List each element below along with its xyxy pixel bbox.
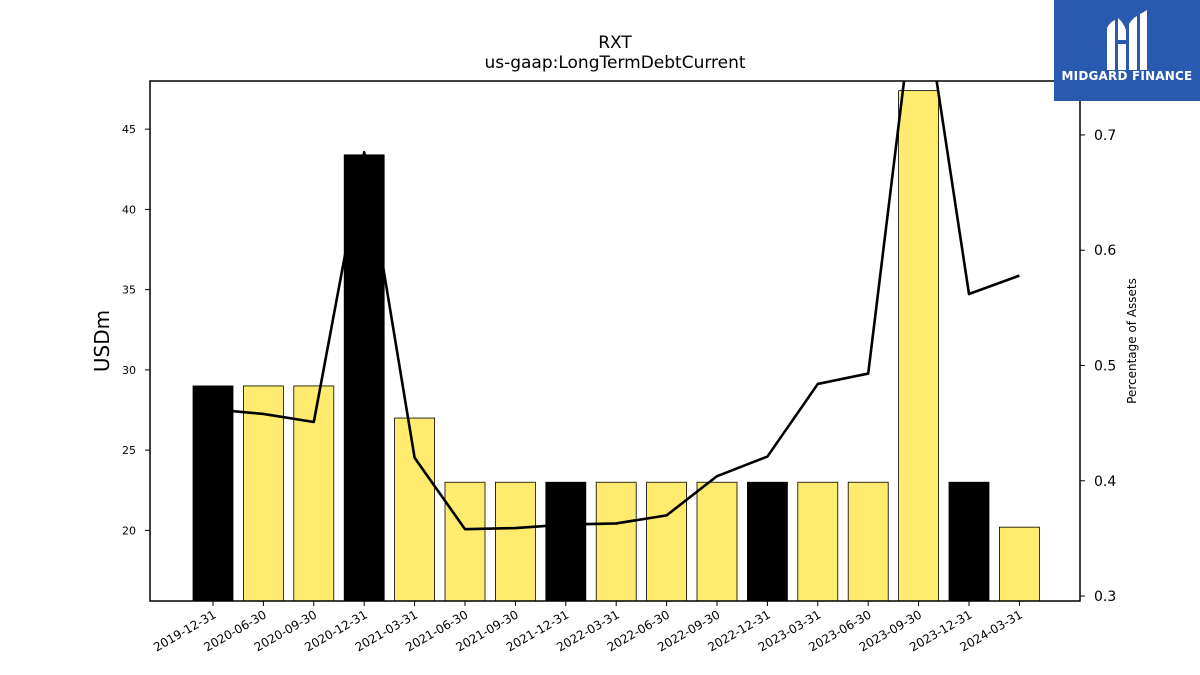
brand-logo: MIDGARD FINANCE [1054,0,1200,101]
y2-tick-label-0.3: 0.3 [1094,589,1116,605]
bar-2020-06-30 [242,385,284,602]
brand-name: MIDGARD FINANCE [1061,69,1193,83]
y2-tick-label-0.6: 0.6 [1094,243,1116,259]
y-axis-left: 20 25 30 35 40 45 [122,123,150,537]
y-tick-label-40: 40 [122,203,136,216]
bar-2023-12-31 [948,481,990,602]
bar-2022-06-30 [646,481,687,602]
bar-2021-06-30 [444,481,486,602]
y-tick-label-20: 20 [122,524,136,537]
x-axis: 2019-12-312020-06-302020-09-302020-12-31… [151,601,1025,654]
bar-2022-12-31 [747,481,788,602]
y-axis-label-right: Percentage of Assets [1125,278,1139,404]
bar-2023-06-30 [847,481,889,602]
plot-frame [149,80,1081,602]
y-tick-label-45: 45 [122,123,136,136]
bar-group [192,90,1040,602]
y-tick-label-30: 30 [122,364,136,377]
bar-2024-03-31 [999,526,1040,602]
y2-tick-label-0.5: 0.5 [1094,358,1116,374]
midgard-logo-icon [1107,10,1147,70]
y-tick-label-25: 25 [122,444,136,457]
bar-2022-09-30 [696,481,738,602]
bar-2023-03-31 [797,481,839,602]
bar-2021-03-31 [394,417,436,602]
y-tick-label-35: 35 [122,284,136,297]
percentage-of-assets-line [212,81,1020,531]
chart-title: RXT [598,33,632,53]
y-axis-right: 0.3 0.4 0.5 0.6 0.7 [1080,128,1116,605]
chart-subtitle: us-gaap:LongTermDebtCurrent [484,53,745,73]
bar-2023-09-30 [898,90,939,602]
line-group [212,81,1020,531]
y2-tick-label-0.4: 0.4 [1094,474,1116,490]
y2-tick-label-0.7: 0.7 [1094,128,1116,144]
bar-2021-12-31 [545,481,587,602]
bar-2022-03-31 [595,481,637,602]
y-axis-label-left: USDm [90,310,114,372]
bar-2021-09-30 [494,481,536,602]
bar-2019-12-31 [192,385,234,602]
